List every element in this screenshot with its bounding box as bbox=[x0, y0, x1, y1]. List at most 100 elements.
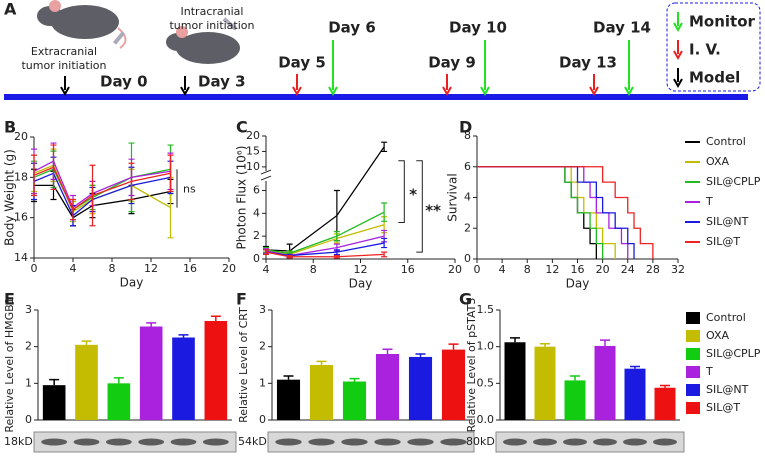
error-bar bbox=[333, 249, 340, 256]
event-arrow-head bbox=[624, 86, 634, 97]
error-bar bbox=[81, 340, 92, 345]
y-tick-label: 0.0 bbox=[477, 413, 495, 426]
x-axis-label: Day bbox=[349, 277, 373, 291]
y-tick-label: 10 bbox=[246, 160, 260, 173]
bar bbox=[172, 337, 195, 420]
x-tick-label: 16 bbox=[183, 262, 197, 275]
event-arrow-head bbox=[480, 86, 490, 97]
blot-label: 18kD bbox=[4, 435, 33, 448]
blot-label: 80kD bbox=[466, 435, 495, 448]
error-bar bbox=[113, 377, 124, 384]
x-tick-label: 20 bbox=[448, 263, 462, 276]
event-arrow-head bbox=[442, 86, 452, 97]
x-tick-label: 12 bbox=[354, 263, 368, 276]
blot-band bbox=[563, 438, 587, 446]
panel-letter: F bbox=[236, 290, 247, 309]
x-tick-label: 28 bbox=[646, 263, 660, 276]
error-bar bbox=[349, 377, 360, 382]
error-bar bbox=[448, 343, 459, 350]
bar bbox=[342, 381, 367, 420]
blot-band bbox=[275, 438, 302, 446]
y-tick-label: 2 bbox=[253, 229, 260, 242]
series-line bbox=[34, 184, 171, 219]
x-tick-label: 24 bbox=[621, 263, 635, 276]
y-tick-label: 8 bbox=[464, 129, 471, 142]
error-bar bbox=[70, 198, 76, 221]
y-tick-label: 1.5 bbox=[477, 303, 495, 316]
legend-swatch bbox=[686, 402, 700, 414]
series-line bbox=[33, 164, 171, 213]
western-blot bbox=[33, 431, 237, 453]
bracket bbox=[398, 160, 405, 223]
y-axis-label: Survival bbox=[446, 173, 460, 221]
y-tick-label: 0 bbox=[464, 252, 471, 265]
panel-letter: G bbox=[459, 290, 472, 309]
blot-band bbox=[653, 438, 677, 446]
bar bbox=[139, 326, 163, 420]
western-blot bbox=[267, 431, 475, 453]
series-line bbox=[265, 146, 385, 252]
bar bbox=[375, 354, 400, 420]
blot-band bbox=[440, 438, 467, 446]
series-line bbox=[33, 172, 171, 217]
error-bar bbox=[31, 154, 37, 197]
bar bbox=[504, 342, 526, 420]
legend-label: Monitor bbox=[689, 13, 756, 31]
error-bar bbox=[286, 254, 293, 259]
y-tick-label: 0 bbox=[253, 252, 260, 265]
annotation: ** bbox=[425, 202, 441, 220]
legend-label: SIL@T bbox=[706, 401, 740, 414]
survival-curve bbox=[477, 166, 654, 259]
survival-curve bbox=[477, 166, 616, 259]
y-tick-label: 1.0 bbox=[477, 340, 495, 353]
event-label: Day 9 bbox=[428, 54, 476, 72]
blot-band bbox=[374, 438, 401, 446]
event-arrow-head bbox=[292, 86, 302, 97]
legend-swatch bbox=[686, 384, 700, 396]
legend-label: T bbox=[705, 365, 713, 378]
y-axis-label: Body Weight (g) bbox=[3, 149, 17, 246]
event-arrow-head bbox=[180, 86, 190, 97]
legend-label: OXA bbox=[706, 155, 729, 168]
error-bar bbox=[89, 164, 96, 227]
error-bar bbox=[660, 384, 670, 388]
axis-break bbox=[260, 169, 272, 181]
y-axis-label: Relative Level of HMGB1 bbox=[3, 297, 16, 432]
event-arrow-head bbox=[60, 86, 70, 97]
annotation: ns bbox=[183, 182, 196, 195]
x-tick-label: 16 bbox=[571, 263, 585, 276]
y-tick-label: 1 bbox=[25, 376, 32, 389]
legend-label: SIL@NT bbox=[706, 215, 749, 228]
y-tick-label: 2 bbox=[259, 340, 266, 353]
y-tick-label: 6 bbox=[464, 160, 471, 173]
bar bbox=[309, 365, 334, 420]
y-tick-label: 18 bbox=[14, 170, 28, 183]
event-label: Day 10 bbox=[449, 19, 507, 37]
blot-band bbox=[533, 438, 557, 446]
bar bbox=[624, 368, 646, 420]
x-tick-label: 20 bbox=[222, 262, 236, 275]
bar bbox=[204, 321, 228, 420]
blot-band bbox=[503, 438, 527, 446]
bar bbox=[534, 346, 556, 420]
event-arrow-head bbox=[589, 86, 599, 97]
bar bbox=[75, 344, 98, 420]
error-bar bbox=[510, 337, 520, 343]
legend-label: SIL@CPLP bbox=[706, 347, 761, 360]
legend-swatch bbox=[686, 348, 700, 360]
event-label: Day 6 bbox=[328, 19, 376, 37]
legend-label: SIL@T bbox=[706, 235, 740, 248]
blot-band bbox=[623, 438, 647, 446]
panel-letter: B bbox=[4, 118, 16, 137]
event-label: Day 3 bbox=[198, 73, 246, 91]
error-bar bbox=[316, 360, 327, 365]
bar bbox=[441, 349, 466, 420]
y-tick-label: 2 bbox=[464, 221, 471, 234]
legend-label: Control bbox=[706, 135, 746, 148]
error-bar bbox=[415, 353, 426, 357]
bar bbox=[408, 356, 433, 420]
note: Intracranial bbox=[181, 5, 244, 18]
event-arrow-head bbox=[328, 86, 338, 97]
error-bar bbox=[50, 144, 57, 191]
legend-label: I. V. bbox=[689, 41, 721, 59]
